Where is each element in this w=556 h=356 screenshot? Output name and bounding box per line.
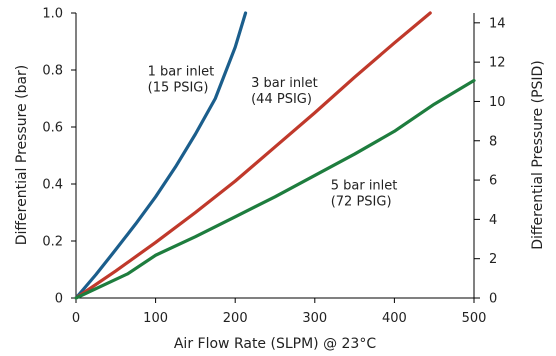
series-line-2 xyxy=(74,11,432,300)
y2-tick-label: 8 xyxy=(489,134,497,149)
y-tick-label: 0.8 xyxy=(42,64,63,79)
axes: 0 100 200 300 400 50000.20.40.60.81.002468101… xyxy=(42,7,505,327)
annotations-group: 1 bar inlet (15 PSIG) 3 bar inlet (44 PSIG)… xyxy=(148,65,398,210)
y-axis-label: Differential Pressure (bar) xyxy=(14,65,30,246)
x-tick-label: 0 xyxy=(72,311,80,326)
y-tick-label: 0.4 xyxy=(42,178,63,193)
y2-tick-label: 14 xyxy=(489,16,506,31)
series-line-3 xyxy=(74,78,476,300)
x-axis-label: Air Flow Rate (SLPM) @ 23°C xyxy=(174,336,376,352)
series-annotation-1: 1 bar inlet (15 PSIG) xyxy=(148,65,215,96)
y2-tick-label: 10 xyxy=(489,95,506,110)
y2-tick-label: 4 xyxy=(489,213,497,228)
series-annotation-3: 5 bar inlet (72 PSIG) xyxy=(331,179,398,210)
y-tick-label: 0.6 xyxy=(42,121,63,136)
x-tick-label: 100 xyxy=(143,311,168,326)
series-group xyxy=(74,11,476,300)
y2-tick-label: 2 xyxy=(489,252,497,267)
x-tick-label: 300 xyxy=(302,311,327,326)
x-tick-label: 200 xyxy=(223,311,248,326)
x-tick-label: 400 xyxy=(382,311,407,326)
series-annotation-2: 3 bar inlet (44 PSIG) xyxy=(251,76,318,107)
y-tick-label: 0.2 xyxy=(42,235,63,250)
y2-tick-label: 6 xyxy=(489,174,497,189)
y2-tick-label: 0 xyxy=(489,292,497,307)
y-tick-label: 0 xyxy=(55,292,63,307)
y2-axis-label: Differential Pressure (PSID) xyxy=(530,60,546,250)
series-line-1 xyxy=(74,11,248,300)
y2-tick-label: 12 xyxy=(489,56,506,71)
x-tick-label: 500 xyxy=(462,311,487,326)
y-tick-label: 1.0 xyxy=(42,7,63,22)
